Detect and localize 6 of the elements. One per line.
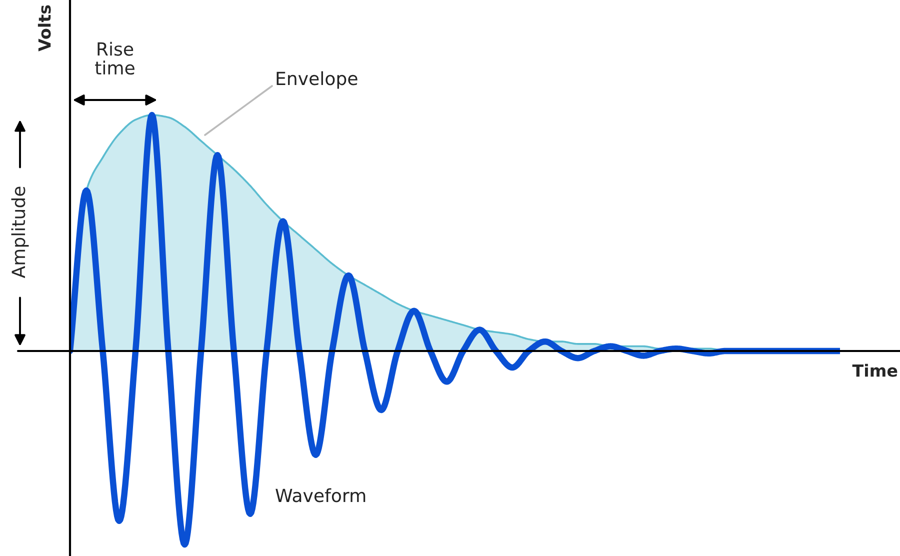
text: Amplitude [11, 186, 29, 278]
series-label: Waveform [276, 488, 366, 502]
text: Rise time [95, 42, 134, 75]
text: Envelope [276, 71, 358, 89]
x-axis-title: Time [852, 364, 898, 377]
y-axis-title: Volts [38, 5, 51, 52]
